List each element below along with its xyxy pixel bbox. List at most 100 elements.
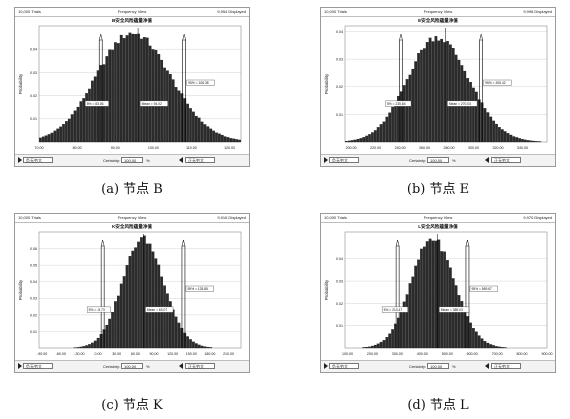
histogram-bar [174, 87, 178, 143]
histogram-bar [500, 129, 504, 143]
certainty-field[interactable]: 100.00 [427, 157, 449, 163]
histogram-bar [420, 248, 423, 349]
x-tick-label: 800.00 [517, 352, 528, 356]
x-tick-label: 120.00 [224, 146, 235, 150]
x-tick-label: 400.00 [417, 352, 428, 356]
left-arrow-icon[interactable] [18, 363, 22, 369]
left-bound-field[interactable]: 负无穷大 [329, 363, 359, 369]
histogram-bar [70, 114, 74, 143]
histogram-bar [197, 117, 201, 143]
chart-header: 10,000 Trials Frequency View 9,970 Display… [321, 214, 555, 223]
chart-panel-k: 10,000 Trials Frequency View 9,916 Display… [14, 213, 250, 373]
histogram-bar [437, 239, 441, 349]
y-tick-label: 0.01 [336, 324, 343, 328]
histogram-bar [125, 265, 129, 349]
annotation-label: 5% = 83.06 [87, 102, 104, 106]
histogram-bar [62, 124, 65, 143]
histogram-bar [82, 98, 86, 143]
histogram-bar [359, 138, 363, 143]
histogram-bar [171, 309, 175, 349]
x-tick-label: 70.00 [35, 146, 44, 150]
annotation-box [85, 100, 109, 107]
certainty-field[interactable]: 100.00 [121, 157, 143, 163]
left-arrow-icon[interactable] [324, 157, 328, 163]
y-tick-label: 0.03 [30, 297, 37, 301]
certainty-label: Certainty: [409, 158, 427, 163]
x-tick-label: 300.00 [468, 146, 479, 150]
histogram-bar [457, 295, 461, 349]
annotation-label: 5% = 213.47 [384, 308, 403, 312]
right-arrow-icon[interactable] [485, 157, 489, 163]
left-bound-field[interactable]: 负无穷大 [23, 157, 53, 163]
certainty-handle [465, 239, 470, 247]
left-bound-field[interactable]: 负无穷大 [329, 157, 359, 163]
histogram-bar [437, 40, 441, 143]
trials-count: 10,000 Trials [324, 9, 347, 14]
histogram-bar [114, 301, 117, 349]
x-tick-label: 500.00 [442, 352, 453, 356]
histogram-bar [472, 328, 475, 349]
histogram-bar [215, 132, 218, 143]
histogram-bar [489, 116, 493, 143]
histogram-bar [203, 124, 207, 143]
right-arrow-icon[interactable] [485, 363, 489, 369]
percent-label: % [452, 364, 456, 369]
histogram-bar [428, 238, 432, 349]
histogram-bar [515, 137, 519, 143]
histogram-bar [422, 246, 426, 349]
histogram-bar [235, 139, 239, 143]
right-bound-field[interactable]: 正无穷大 [185, 363, 215, 369]
right-arrow-icon[interactable] [179, 363, 183, 369]
left-bound-field[interactable]: 负无穷大 [23, 363, 53, 369]
histogram-bar [142, 235, 146, 349]
histogram-bar [85, 345, 88, 349]
trials-count: 10,000 Trials [18, 9, 41, 14]
right-bound-field[interactable]: 正无穷大 [491, 157, 521, 163]
histogram-bar [440, 251, 444, 349]
percent-label: % [146, 364, 150, 369]
x-tick-label: 120.00 [167, 352, 178, 356]
histogram-bar [466, 316, 470, 349]
x-tick-label: 280.00 [444, 146, 455, 150]
histogram-bar [356, 138, 360, 143]
x-tick-label: 200.00 [367, 352, 378, 356]
view-label: Frequency View [117, 215, 147, 220]
caption-l: (d) 节点 L [407, 398, 469, 413]
annotation-label: 95% = 128.85 [187, 287, 208, 291]
caption-e: (b) 节点 E [406, 182, 470, 197]
histogram-bar [434, 240, 438, 349]
histogram-bar [238, 139, 241, 143]
histogram-bar [168, 74, 172, 143]
x-tick-label: 220.00 [370, 146, 381, 150]
caption-b: (a) 节点 B [101, 182, 163, 197]
left-arrow-icon[interactable] [18, 157, 22, 163]
histogram-bar [140, 38, 143, 143]
histogram-bar [469, 322, 472, 349]
histogram-bar [451, 48, 455, 143]
view-label: Frequency View [423, 9, 453, 14]
histogram-bar [362, 137, 366, 143]
histogram-bar [192, 111, 195, 143]
histogram-bar [174, 316, 178, 349]
histogram-bar [93, 76, 97, 143]
histogram-bar [105, 56, 109, 143]
y-tick-label: 0.05 [30, 264, 37, 268]
x-tick-label: 300.00 [392, 352, 403, 356]
annotation-box [86, 306, 111, 313]
certainty-field[interactable]: 100.00 [427, 363, 449, 369]
left-arrow-icon[interactable] [324, 363, 328, 369]
histogram-bar [79, 101, 83, 143]
histogram-bar [486, 342, 490, 349]
chart-title: K安全风险蕴量净值 [112, 223, 152, 230]
histogram-bar [131, 33, 135, 143]
annotation-box [439, 306, 470, 313]
certainty-field[interactable]: 100.00 [121, 363, 143, 369]
histogram-bar [108, 318, 112, 349]
histogram-chart: E安全风险蕴量净值 0.01 0.02 0.03 0.04 Probability 200.… [324, 17, 548, 150]
right-bound-field[interactable]: 正无穷大 [185, 157, 215, 163]
right-bound-field[interactable]: 正无穷大 [491, 363, 521, 369]
histogram-bar [119, 283, 123, 349]
right-arrow-icon[interactable] [179, 157, 183, 163]
histogram-bar [154, 258, 158, 349]
histogram-bar [411, 276, 415, 349]
